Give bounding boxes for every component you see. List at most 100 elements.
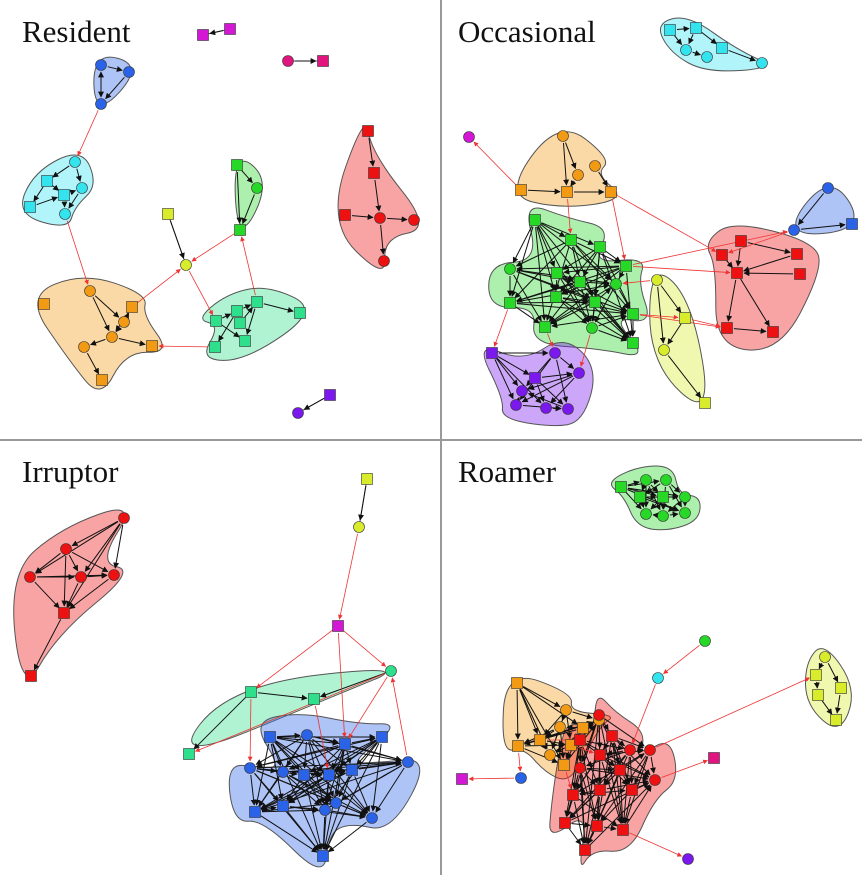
roamer-green-node [640, 508, 652, 520]
roamer-yellow-hull [804, 648, 852, 727]
resident-cyan-node [24, 201, 36, 213]
irruptor-red-edge [61, 555, 68, 607]
roamer-red-edge [564, 746, 580, 817]
irruptor-blue-edge [254, 743, 270, 806]
occasional-orange-edge [562, 142, 570, 186]
resident-cyan-node [41, 175, 53, 187]
roamer-red-node [614, 764, 626, 776]
roamer-green-edge [667, 501, 681, 512]
resident-red-node [374, 212, 386, 224]
roamer-red-edge [574, 801, 586, 844]
panel-title-occasional: Occasional [458, 14, 596, 49]
occasional-green-edge [590, 308, 597, 322]
occasional-orange-node [557, 130, 569, 142]
panel-title-irruptor: Irruptor [22, 454, 119, 489]
occasional-orange-node [561, 186, 573, 198]
occasional-red-node [791, 248, 803, 260]
irruptor-red-edge [87, 572, 108, 579]
resident-red-node [339, 209, 351, 221]
occasional-yellow-node [699, 397, 711, 409]
occasional-green-node [565, 234, 577, 246]
link-edge [314, 705, 330, 769]
occasional-purple-edge [497, 356, 530, 375]
link-edge [611, 198, 627, 260]
resident-mint-node [210, 315, 222, 327]
roamer-red-edge [568, 828, 582, 845]
link-edge [195, 673, 385, 752]
panel-title-resident: Resident [22, 14, 131, 49]
resident-magenta-node [197, 29, 209, 41]
irruptor-blue-edge [271, 743, 282, 767]
occasional-yellow-node [651, 274, 663, 286]
roamer-red-edge [579, 789, 594, 796]
network-edges [33, 25, 846, 857]
resident-purple-node [292, 407, 304, 419]
occasional-green-node [539, 321, 551, 333]
network-nodes [24, 22, 858, 865]
roamer-red-edge [603, 825, 617, 832]
resident-mint-edge [245, 308, 256, 335]
resident-cyan-edge [69, 189, 77, 196]
roamer-red-edge [605, 758, 615, 767]
occasional-green-edge [561, 285, 575, 294]
occasional-orange-node [515, 184, 527, 196]
link-edge [390, 677, 408, 756]
irruptor-magenta-node [332, 620, 344, 632]
resident-blue-node [95, 59, 107, 71]
roamer-red-edge [578, 798, 618, 827]
roamer-red-edge [569, 794, 596, 819]
irruptor-blue-node [339, 738, 351, 750]
occasional-blue-node [846, 218, 858, 230]
occasional-green-edge [598, 315, 627, 327]
resident-red-node [362, 125, 374, 137]
resident-mint-edge [244, 306, 253, 318]
irruptor-red-edge [69, 578, 109, 610]
roamer-red-edge [634, 756, 648, 785]
irruptor-blue-node [366, 812, 378, 824]
occasional-purple-edge [541, 371, 573, 378]
roamer-red-edge [612, 742, 625, 824]
irruptor-blue-node [249, 806, 261, 818]
irruptor-blue-edge [288, 746, 339, 770]
occasional-blue-node [788, 224, 800, 236]
irruptor-blue-edge [255, 738, 302, 765]
irruptor-blue-node [264, 731, 276, 743]
resident-mint-node [294, 307, 306, 319]
occasional-green-edge [563, 266, 620, 275]
resident-mint-edge [221, 324, 240, 338]
occasional-green-edge [516, 265, 620, 272]
roamer-orange-edge [572, 711, 593, 720]
roamer-blue-node [515, 772, 527, 784]
roamer-red-edge [580, 746, 598, 820]
roamer-yellow-node [835, 682, 847, 694]
roamer-red-edge [613, 742, 631, 784]
resident-green-edge [236, 171, 243, 224]
irruptor-red-edge [36, 572, 108, 579]
irruptor-blue-node [277, 800, 289, 812]
occasional-blue-edge [798, 193, 824, 226]
roamer-red-edge [585, 742, 650, 778]
occasional-green-edge [561, 277, 629, 339]
roamer-yellow-edge [827, 662, 839, 683]
resident-cyan-edge [52, 165, 70, 178]
resident-mint-node [239, 335, 251, 347]
irruptor-red-node [108, 569, 120, 581]
occasional-purple-node [573, 367, 585, 379]
roamer-magenta-node [456, 773, 468, 785]
occasional-cyan-edge [701, 31, 717, 45]
link-edge [247, 698, 253, 762]
roamer-orange-node [534, 734, 546, 746]
occasional-green-edge [575, 244, 612, 280]
resident-mint-node [209, 341, 221, 353]
roamer-green-node [660, 474, 672, 486]
resident-cyan-node [58, 189, 70, 201]
occasional-purple-edge [556, 359, 569, 403]
link-edge [579, 334, 591, 367]
resident-orange-edge [118, 338, 146, 347]
occasional-red-edge [740, 278, 770, 327]
roamer-orange-node [512, 740, 524, 752]
cluster-hulls [13, 17, 855, 868]
link-edge [77, 110, 99, 157]
irruptor-red-node [25, 670, 37, 682]
occasional-green-edge [562, 250, 595, 270]
